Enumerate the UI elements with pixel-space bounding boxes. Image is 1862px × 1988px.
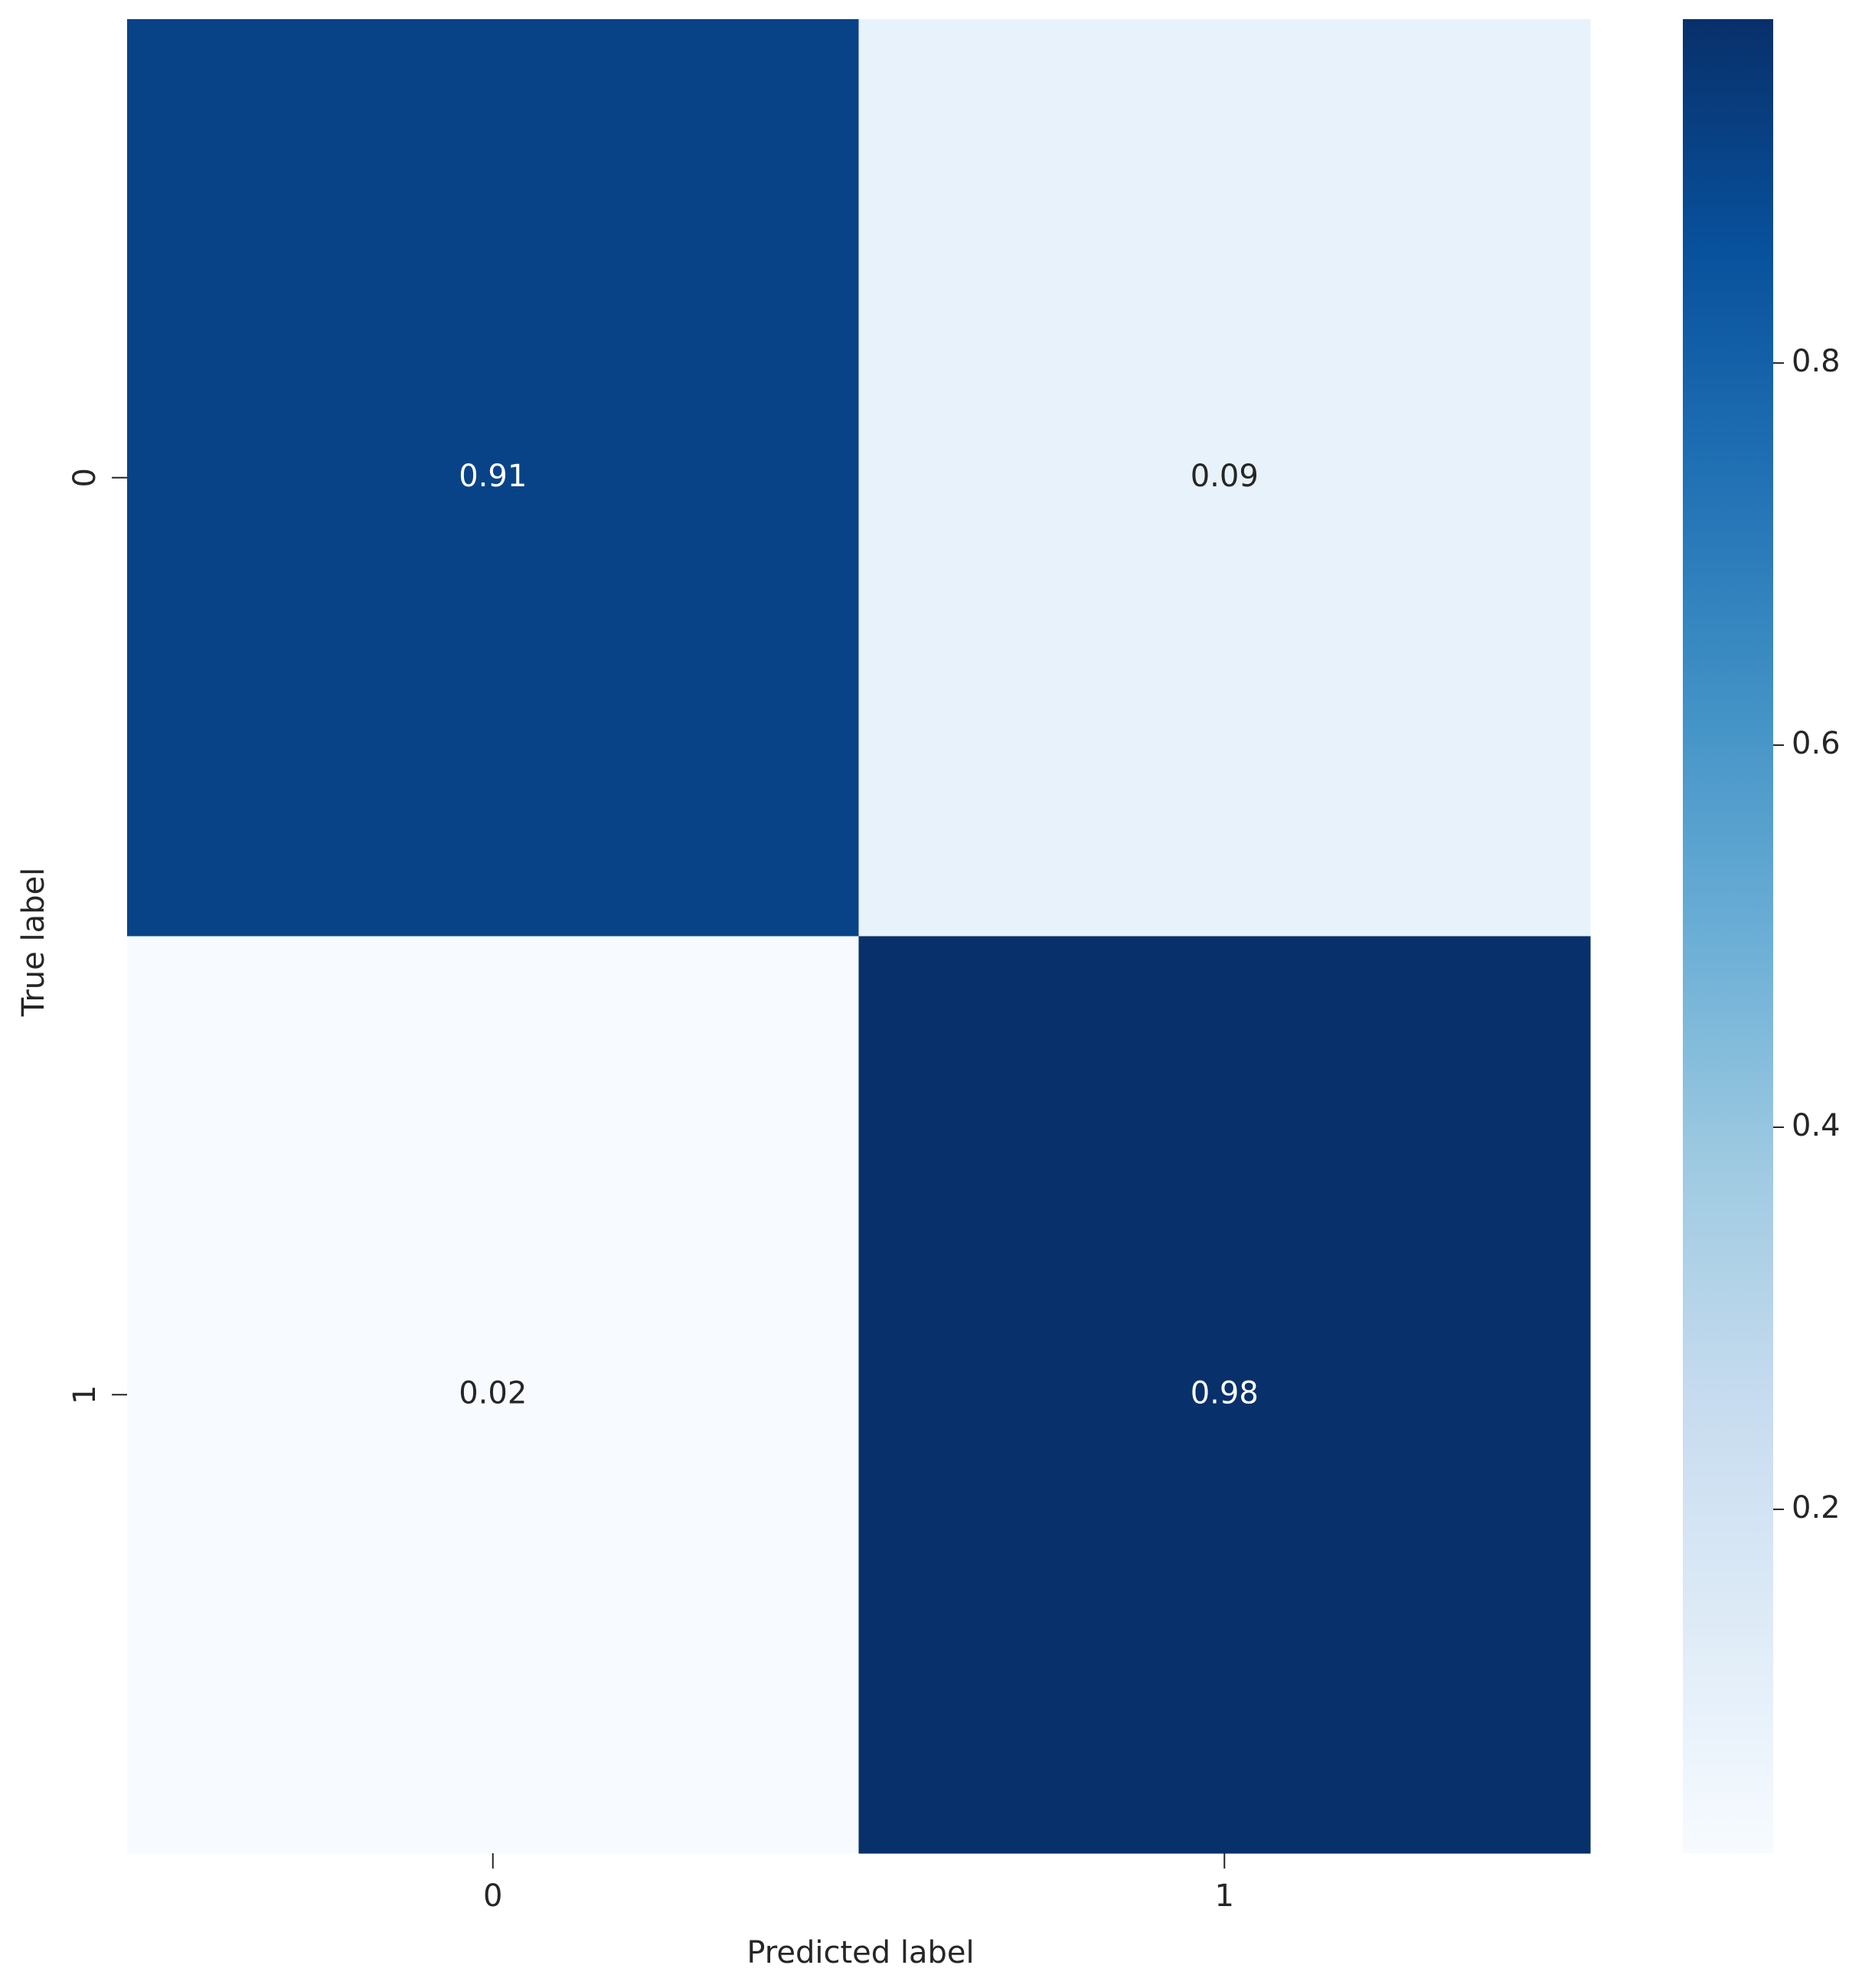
cell-label: 0.02: [459, 1375, 527, 1411]
heatmap-cell: [858, 936, 1591, 1854]
heatmap-cell: [127, 19, 859, 937]
x-tick-label: 0: [483, 1878, 502, 1914]
cell-label: 0.91: [459, 459, 527, 494]
y-axis-label: True label: [16, 868, 51, 1017]
x-tick-label: 1: [1215, 1878, 1234, 1914]
heatmap-cell: [127, 936, 859, 1854]
cell-label: 0.09: [1191, 459, 1259, 494]
colorbar-tick-label: 0.4: [1792, 1108, 1841, 1143]
heatmap-cell: [858, 19, 1591, 937]
cell-label: 0.98: [1191, 1375, 1259, 1411]
y-tick-label: 0: [67, 468, 103, 487]
colorbar-tick-label: 0.8: [1792, 344, 1841, 379]
colorbar-tick-label: 0.6: [1792, 726, 1841, 761]
colorbar-tick-label: 0.2: [1792, 1490, 1841, 1525]
colorbar: [1683, 19, 1773, 1853]
x-axis-label: Predicted label: [746, 1935, 974, 1970]
y-tick-label: 1: [67, 1385, 103, 1404]
